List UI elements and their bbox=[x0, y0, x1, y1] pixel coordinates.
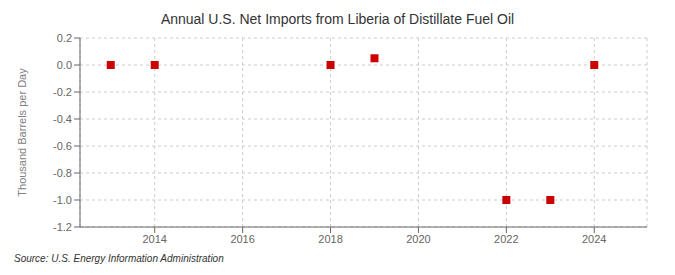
svg-text:2014: 2014 bbox=[142, 233, 166, 245]
svg-text:-1.2: -1.2 bbox=[53, 221, 72, 233]
svg-text:-0.4: -0.4 bbox=[53, 113, 72, 125]
svg-text:2016: 2016 bbox=[230, 233, 254, 245]
svg-text:-0.2: -0.2 bbox=[53, 86, 72, 98]
svg-text:-0.6: -0.6 bbox=[53, 140, 72, 152]
svg-text:0.0: 0.0 bbox=[57, 59, 72, 71]
svg-text:Thousand Barrels per Day: Thousand Barrels per Day bbox=[16, 68, 28, 197]
svg-text:2020: 2020 bbox=[406, 233, 430, 245]
svg-text:2024: 2024 bbox=[582, 233, 606, 245]
svg-text:2022: 2022 bbox=[494, 233, 518, 245]
svg-text:2018: 2018 bbox=[318, 233, 342, 245]
svg-text:-1.0: -1.0 bbox=[53, 194, 72, 206]
html-text:Source: U.S. Energy Informatio: Source: U.S. Energy Information Administ… bbox=[14, 253, 224, 264]
svg-text:-0.8: -0.8 bbox=[53, 167, 72, 179]
html-text:Annual U.S. Net Imports from L: Annual U.S. Net Imports from Liberia of … bbox=[160, 11, 515, 27]
svg-text:0.2: 0.2 bbox=[57, 32, 72, 44]
